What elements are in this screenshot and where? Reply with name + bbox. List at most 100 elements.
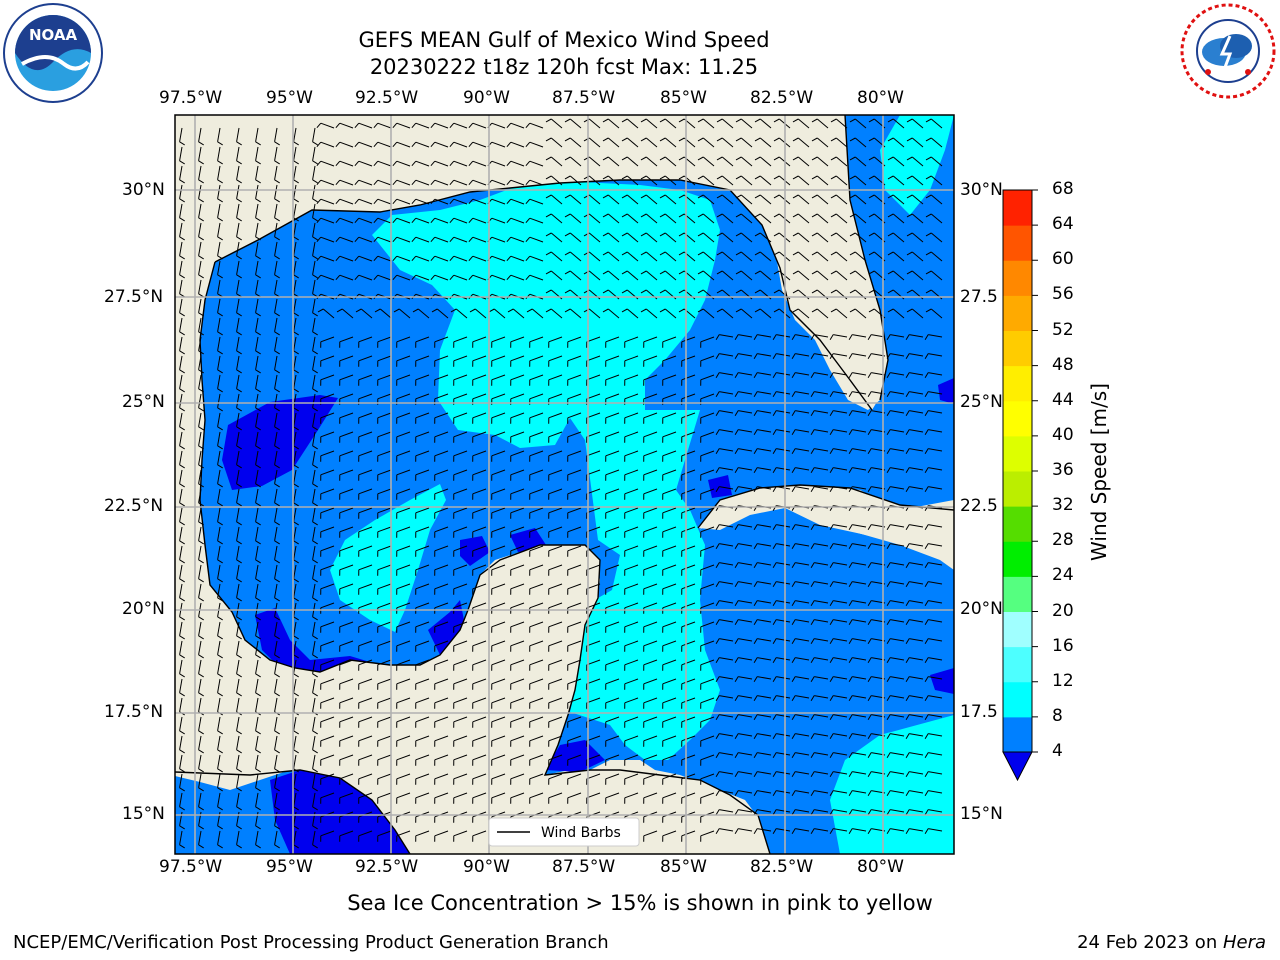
wind-barb-flag [179,844,185,849]
wind-barb [702,232,715,243]
wind-barb-flag [829,657,834,663]
wind-barb-flag [198,692,204,697]
wind-barb [814,657,829,661]
wind-barb-flag [868,175,875,180]
wind-barb-flag [810,657,815,663]
wind-barb [776,790,791,794]
wind-barb [179,773,183,788]
wind-barb-flag [255,217,261,222]
wind-barb [236,830,240,845]
wind-barb-flag [449,198,455,205]
wind-barb [434,450,449,457]
wind-barb [928,657,943,661]
wind-barb [453,526,468,533]
wind-barb-flag [925,213,932,218]
wind-barb [320,488,335,495]
wind-barb [396,697,411,704]
wind-barb [664,118,677,129]
wind-barb-flag [293,787,299,792]
wind-barb [415,122,430,129]
wind-barb-flag [734,524,739,530]
wind-barb [738,429,753,433]
wind-barb-flag [829,714,834,720]
wind-barb-flag [640,118,647,123]
wind-barb-flag [848,771,853,777]
wind-barb-flag [810,619,815,625]
wind-barb-flag [198,388,204,393]
wind-barb-flag [905,809,910,815]
lat-label-left: 15°N [122,804,165,824]
wind-barb [529,217,544,224]
wind-barb-flag [274,844,280,849]
wind-barb [293,545,297,560]
wind-barb-flag [217,445,223,450]
wind-barb [377,431,392,438]
wind-barb [586,469,601,476]
wind-barb [472,393,487,400]
wind-barb-flag [236,426,242,431]
wind-barb [434,274,449,281]
wind-barb [586,773,601,780]
wind-barb-flag [734,809,739,815]
wind-barb [491,217,506,224]
wind-barb [320,336,335,343]
wind-barb [312,355,316,370]
wind-barb [681,545,696,552]
wind-barb-flag [312,673,318,678]
wind-barb [548,583,563,590]
wind-barb-flag [179,331,185,336]
wind-barb-flag [905,524,910,530]
wind-barb [217,222,221,237]
wind-barb [434,469,449,476]
wind-barb-flag [255,483,261,488]
wind-barb [339,355,354,362]
wind-barb-flag [312,578,318,583]
wind-barb [586,792,601,799]
wind-barb-flag [829,790,834,796]
wind-barb-flag [697,270,704,275]
wind-barb [217,830,221,845]
wind-barb [491,179,506,186]
wind-barb-flag [754,175,761,180]
wind-barb [928,600,943,604]
wind-barb [453,830,468,837]
wind-barb [795,581,810,585]
wind-barb-flag [236,407,242,412]
wind-barb-flag [545,213,552,218]
wind-barb-flag [179,160,185,165]
wind-barb [377,198,392,205]
wind-barb [548,564,563,571]
wind-barb-flag [886,467,891,473]
wind-barb [624,640,639,647]
wind-barb [198,545,202,560]
wind-barb-flag [236,179,242,184]
wind-barb [274,450,278,465]
wind-barb [911,251,924,262]
wind-barb [586,507,601,514]
graticule [175,115,954,854]
wind-barb [320,393,335,400]
wind-barb [909,828,924,832]
wind-barb-flag [373,255,379,262]
wind-barb [757,600,772,604]
lat-label-right: 30°N [960,180,1003,200]
wind-barb [548,412,563,419]
wind-barb-flag [772,334,777,340]
wind-barb [721,213,734,224]
wind-barb [740,137,753,148]
wind-barb [852,524,867,528]
wind-barb [358,236,373,243]
wind-barb [510,179,525,186]
wind-barb-flag [198,312,204,317]
wind-barb [852,619,867,623]
wind-barb-flag [791,581,796,587]
wind-barb [702,194,715,205]
wind-barb [358,122,373,129]
wind-barb [681,393,696,400]
wind-barb [434,754,449,761]
wind-barb-flag [449,160,455,167]
wind-barb [320,621,335,628]
wind-barb [434,217,449,224]
wind-barb [415,583,430,590]
wind-barb [702,137,715,148]
